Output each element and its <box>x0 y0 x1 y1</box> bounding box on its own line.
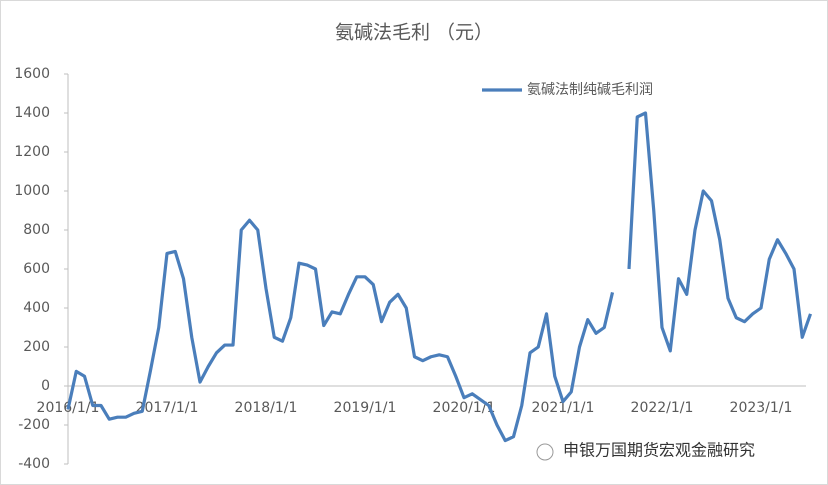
y-tick-label: 200 <box>23 339 50 355</box>
line-series <box>66 218 615 443</box>
watermark-text: 申银万国期货宏观金融研究 <box>563 441 755 460</box>
watermark-icon <box>536 443 554 461</box>
y-tick-label: 1000 <box>14 183 50 199</box>
x-tick-label: 2017/1/1 <box>136 400 199 416</box>
x-tick-label: 2023/1/1 <box>730 400 793 416</box>
legend-label: 氨碱法制纯碱毛利润 <box>527 82 653 98</box>
y-tick-label: 1200 <box>14 144 50 160</box>
y-tick-label: 0 <box>41 378 50 394</box>
chart-title: 氨碱法毛利 （元） <box>335 22 493 44</box>
line-series <box>627 111 813 353</box>
y-tick-label: 1400 <box>14 105 50 121</box>
x-tick-label: 2021/1/1 <box>532 400 595 416</box>
y-tick-label: 400 <box>23 300 50 316</box>
x-tick-label: 2020/1/1 <box>433 400 496 416</box>
y-tick-label: 600 <box>23 261 50 277</box>
watermark: 申银万国期货宏观金融研究 <box>536 441 755 461</box>
y-tick-label: 800 <box>23 222 50 238</box>
x-tick-label: 2022/1/1 <box>631 400 694 416</box>
y-tick-label: -400 <box>18 456 50 472</box>
x-tick-label: 2019/1/1 <box>334 400 397 416</box>
x-tick-label: 2018/1/1 <box>235 400 298 416</box>
y-tick-label: 1600 <box>14 66 50 82</box>
y-tick-label: -200 <box>18 417 50 433</box>
